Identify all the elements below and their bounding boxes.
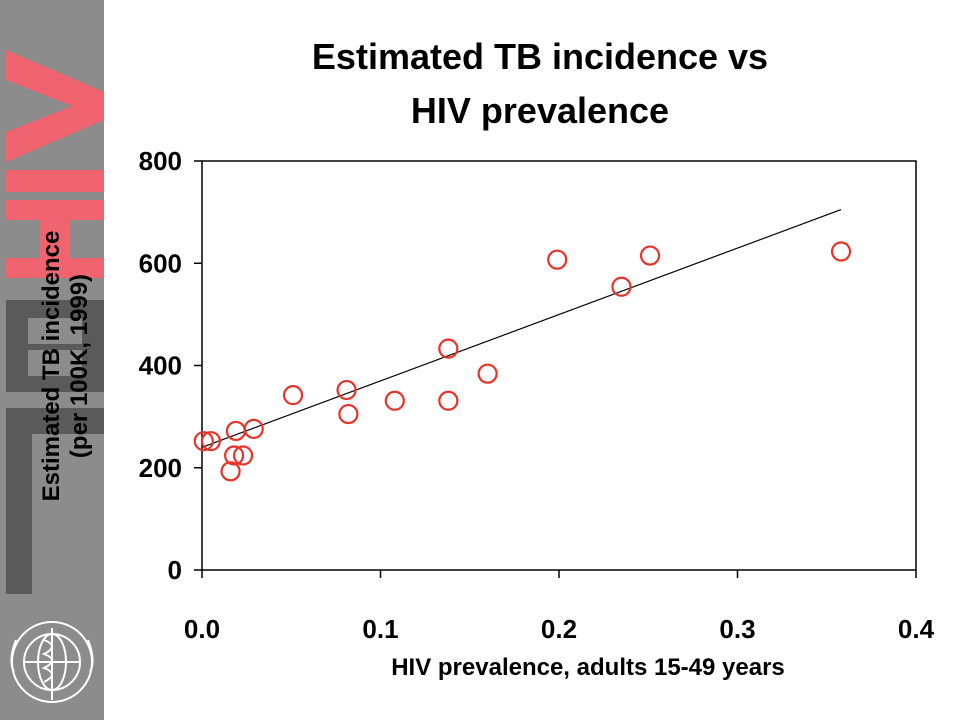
data-point	[200, 431, 222, 452]
data-point	[438, 390, 459, 411]
x-tick-label: 0.3	[719, 614, 755, 644]
x-tick-label: 0.1	[362, 614, 398, 644]
y-tick-label: 600	[139, 248, 182, 278]
data-point	[830, 241, 852, 262]
sidebar-decoration	[0, 0, 104, 720]
x-tick-label: 0.2	[541, 614, 577, 644]
plot-area-frame	[201, 160, 917, 571]
data-point	[336, 379, 357, 401]
who-emblem-icon	[10, 621, 94, 703]
data-point	[384, 390, 405, 411]
data-point	[639, 245, 661, 266]
y-tick-label: 200	[139, 453, 182, 483]
data-point	[338, 403, 359, 425]
data-point	[224, 445, 245, 466]
x-axis-label: HIV prevalence, adults 15-49 years	[391, 654, 785, 681]
data-point	[611, 276, 632, 297]
data-point	[243, 418, 264, 439]
data-point	[438, 338, 459, 359]
y-axis-label-line-2: (per 100K, 1999)	[66, 273, 93, 459]
y-tick-label: 800	[139, 146, 182, 176]
chart-title: Estimated TB incidence vs HIV prevalence	[190, 30, 890, 138]
y-tick-label: 400	[139, 351, 182, 381]
chart-title-line-1: Estimated TB incidence vs	[311, 36, 769, 77]
chart-title-line-2: HIV prevalence	[410, 90, 670, 131]
data-point	[282, 385, 304, 406]
y-tick-label: 0	[168, 555, 182, 585]
data-point	[477, 363, 498, 384]
hiv-tb-decorative-letters	[6, 50, 104, 594]
data-point	[232, 445, 254, 466]
data-point	[547, 249, 568, 270]
trend-line	[201, 209, 842, 448]
data-point	[225, 420, 247, 442]
y-axis-label-line-1: Estimated TB incidence	[38, 230, 65, 502]
data-point	[193, 431, 214, 452]
y-axis-label: Estimated TB incidence (per 100K, 1999)	[38, 156, 94, 576]
data-point	[220, 461, 241, 482]
x-tick-label: 0.0	[184, 614, 220, 644]
x-tick-label: 0.4	[898, 614, 935, 644]
